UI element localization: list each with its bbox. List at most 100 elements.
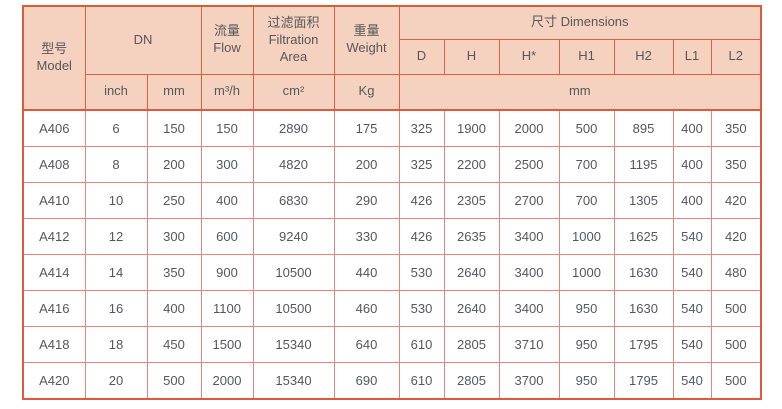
value-cell: 290 [333, 182, 400, 219]
spec-table: 型号 Model DN 流量 Flow 过滤面积 Filtration Area… [22, 5, 763, 400]
model-cell: A418 [22, 326, 86, 363]
header-dim-h: H [443, 38, 500, 75]
value-cell: 2500 [498, 146, 560, 183]
value-cell: 1900 [443, 109, 500, 147]
value-cell: 2700 [498, 182, 560, 219]
value-cell: 15340 [252, 326, 335, 363]
value-cell: 540 [672, 326, 712, 363]
value-cell: 200 [333, 146, 400, 183]
value-cell: 325 [398, 109, 445, 147]
table-row: A420 20 500 2000 15340 690 610 2805 3700 950 1795 5… [22, 362, 762, 400]
value-cell: 2305 [443, 182, 500, 219]
value-cell: 700 [558, 146, 615, 183]
model-cell: A410 [22, 182, 86, 219]
value-cell: 3700 [498, 362, 560, 400]
table-row: A414 14 350 900 10500 440 530 2640 3400 1000 1630 5… [22, 254, 762, 291]
value-cell: 950 [558, 326, 615, 363]
unit-dn-inch: inch [84, 73, 148, 111]
value-cell: 2640 [443, 254, 500, 291]
value-cell: 3710 [498, 326, 560, 363]
value-cell: 540 [672, 362, 712, 400]
header-flow: 流量 Flow [200, 5, 254, 75]
model-cell: A416 [22, 290, 86, 327]
header-dim-d: D [398, 38, 445, 75]
value-cell: 950 [558, 362, 615, 400]
value-cell: 500 [558, 109, 615, 147]
header-row-units: inch mm m³/h cm² Kg mm [23, 73, 762, 111]
value-cell: 18 [84, 326, 148, 363]
value-cell: 1000 [558, 254, 615, 291]
value-cell: 15340 [252, 362, 335, 400]
value-cell: 6 [84, 109, 148, 147]
value-cell: 10500 [252, 290, 335, 327]
table-body: A406 6 150 150 2890 175 325 1900 2000 500 895 400 35… [22, 109, 762, 400]
header-row-2: D H H* H1 H2 L1 L2 [23, 38, 762, 75]
value-cell: 330 [333, 218, 400, 255]
value-cell: 700 [558, 182, 615, 219]
header-dim-hstar: H* [498, 38, 560, 75]
value-cell: 350 [710, 109, 762, 147]
value-cell: 400 [672, 109, 712, 147]
value-cell: 440 [333, 254, 400, 291]
value-cell: 200 [146, 146, 202, 183]
value-cell: 1625 [613, 218, 674, 255]
value-cell: 1305 [613, 182, 674, 219]
table-row: A410 10 250 400 6830 290 426 2305 2700 700 1305 400… [22, 182, 762, 219]
header-flow-en: Flow [213, 40, 241, 56]
value-cell: 6830 [252, 182, 335, 219]
value-cell: 2890 [252, 109, 335, 147]
unit-weight: Kg [333, 73, 400, 111]
header-dimensions: 尺寸 Dimensions [398, 5, 762, 40]
value-cell: 500 [710, 362, 762, 400]
value-cell: 400 [672, 182, 712, 219]
value-cell: 16 [84, 290, 148, 327]
header-filtration-en-2: Area [279, 48, 308, 64]
value-cell: 9240 [252, 218, 335, 255]
header-weight-en: Weight [346, 40, 387, 56]
value-cell: 1100 [200, 290, 254, 327]
model-cell: A408 [22, 146, 86, 183]
value-cell: 450 [146, 326, 202, 363]
header-flow-zh: 流量 [213, 23, 240, 39]
value-cell: 10 [84, 182, 148, 219]
table-row: A418 18 450 1500 15340 640 610 2805 3710 950 1795 5… [22, 326, 762, 363]
value-cell: 895 [613, 109, 674, 147]
value-cell: 600 [200, 218, 254, 255]
model-cell: A414 [22, 254, 86, 291]
value-cell: 150 [200, 109, 254, 147]
table-row: A406 6 150 150 2890 175 325 1900 2000 500 895 400 35… [22, 109, 762, 147]
header-model-zh: 型号 [41, 41, 68, 57]
value-cell: 2000 [498, 109, 560, 147]
value-cell: 250 [146, 182, 202, 219]
value-cell: 8 [84, 146, 148, 183]
header-dim-h1: H1 [558, 38, 615, 75]
value-cell: 950 [558, 290, 615, 327]
model-cell: A412 [22, 218, 86, 255]
value-cell: 2000 [200, 362, 254, 400]
value-cell: 400 [146, 290, 202, 327]
header-dn: DN [84, 5, 202, 75]
table-header: 型号 Model DN 流量 Flow 过滤面积 Filtration Area… [22, 5, 762, 111]
value-cell: 325 [398, 146, 445, 183]
value-cell: 420 [710, 182, 762, 219]
value-cell: 300 [146, 218, 202, 255]
header-dim-l1: L1 [672, 38, 712, 75]
value-cell: 175 [333, 109, 400, 147]
model-cell: A420 [22, 362, 86, 400]
model-cell: A406 [22, 109, 86, 147]
value-cell: 1795 [613, 362, 674, 400]
value-cell: 400 [672, 146, 712, 183]
value-cell: 610 [398, 326, 445, 363]
header-model-en: Model [36, 58, 72, 73]
header-filtration-area: 过滤面积 Filtration Area [252, 5, 335, 75]
value-cell: 500 [710, 290, 762, 327]
value-cell: 14 [84, 254, 148, 291]
value-cell: 530 [398, 290, 445, 327]
value-cell: 500 [146, 362, 202, 400]
value-cell: 2200 [443, 146, 500, 183]
unit-dn-mm: mm [146, 73, 202, 111]
value-cell: 2805 [443, 326, 500, 363]
value-cell: 20 [84, 362, 148, 400]
header-dim-l2: L2 [710, 38, 762, 75]
value-cell: 610 [398, 362, 445, 400]
